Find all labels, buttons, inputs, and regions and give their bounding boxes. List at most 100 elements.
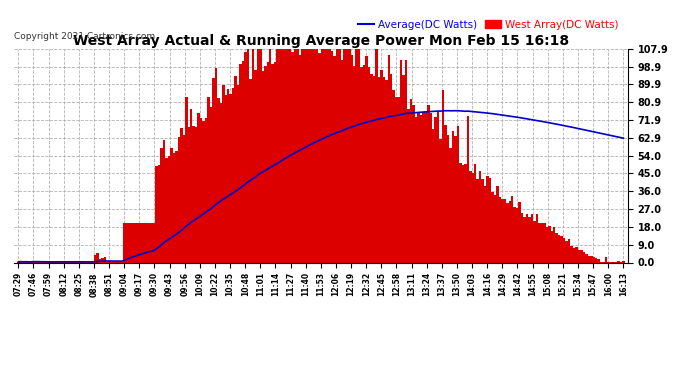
Bar	[286, 42, 289, 262]
Bar	[146, 223, 148, 262]
Bar	[407, 109, 410, 262]
Bar	[565, 241, 568, 262]
Bar	[555, 233, 558, 262]
Bar	[259, 34, 262, 262]
Bar	[128, 223, 130, 262]
Bar	[180, 128, 183, 262]
Bar	[183, 135, 185, 262]
Bar	[573, 248, 575, 262]
Bar	[284, 40, 286, 262]
Bar	[622, 261, 624, 262]
Bar	[582, 252, 585, 262]
Bar	[262, 71, 264, 262]
Bar	[252, 36, 254, 262]
Bar	[405, 60, 407, 262]
Bar	[493, 195, 496, 262]
Bar	[299, 56, 301, 262]
Bar	[207, 97, 210, 262]
Bar	[195, 126, 197, 262]
Bar	[200, 117, 202, 262]
Bar	[382, 76, 385, 262]
Bar	[57, 261, 59, 262]
Bar	[202, 121, 205, 262]
Bar	[462, 165, 464, 262]
Bar	[177, 136, 180, 262]
Bar	[585, 254, 588, 262]
Bar	[390, 74, 393, 262]
Bar	[333, 56, 336, 262]
Bar	[101, 258, 104, 262]
Bar	[489, 177, 491, 262]
Bar	[274, 62, 277, 262]
Bar	[313, 34, 316, 262]
Bar	[235, 76, 237, 262]
Bar	[133, 223, 136, 262]
Bar	[138, 223, 141, 262]
Bar	[150, 223, 153, 262]
Bar	[459, 163, 462, 262]
Bar	[254, 70, 257, 262]
Bar	[590, 256, 593, 262]
Bar	[74, 261, 77, 262]
Bar	[593, 257, 595, 262]
Bar	[506, 203, 509, 262]
Bar	[227, 89, 230, 262]
Bar	[393, 90, 395, 262]
Bar	[511, 196, 513, 262]
Bar	[486, 176, 489, 262]
Bar	[160, 148, 163, 262]
Bar	[446, 135, 449, 262]
Bar	[222, 85, 224, 262]
Bar	[435, 117, 437, 262]
Bar	[155, 166, 158, 262]
Bar	[193, 126, 195, 262]
Bar	[563, 238, 565, 262]
Bar	[358, 40, 360, 262]
Bar	[175, 151, 177, 262]
Bar	[230, 93, 232, 262]
Bar	[190, 109, 193, 262]
Bar	[232, 88, 235, 262]
Bar	[165, 158, 168, 262]
Bar	[454, 135, 457, 262]
Bar	[237, 85, 239, 262]
Bar	[108, 261, 111, 262]
Title: West Array Actual & Running Average Power Mon Feb 15 16:18: West Array Actual & Running Average Powe…	[72, 34, 569, 48]
Bar	[277, 50, 279, 262]
Bar	[316, 40, 318, 262]
Bar	[471, 173, 474, 262]
Bar	[365, 57, 368, 262]
Bar	[170, 148, 172, 262]
Bar	[415, 117, 417, 262]
Bar	[136, 223, 138, 262]
Bar	[304, 34, 306, 262]
Bar	[321, 39, 324, 262]
Bar	[338, 47, 341, 262]
Bar	[380, 70, 383, 262]
Bar	[288, 34, 291, 262]
Bar	[346, 38, 348, 262]
Bar	[158, 165, 160, 262]
Bar	[224, 95, 227, 262]
Bar	[331, 51, 333, 262]
Bar	[482, 178, 484, 262]
Bar	[148, 223, 150, 262]
Bar	[294, 34, 296, 262]
Bar	[432, 129, 435, 262]
Bar	[61, 261, 64, 262]
Bar	[417, 113, 420, 262]
Bar	[560, 236, 563, 262]
Bar	[412, 105, 415, 262]
Bar	[420, 115, 422, 262]
Bar	[535, 214, 538, 262]
Bar	[444, 125, 447, 262]
Bar	[371, 74, 373, 262]
Bar	[452, 131, 454, 262]
Text: Copyright 2021 Cartronics.com: Copyright 2021 Cartronics.com	[14, 32, 155, 41]
Bar	[324, 36, 326, 262]
Bar	[257, 44, 259, 262]
Bar	[543, 223, 546, 262]
Bar	[141, 223, 143, 262]
Bar	[397, 97, 400, 262]
Bar	[143, 223, 146, 262]
